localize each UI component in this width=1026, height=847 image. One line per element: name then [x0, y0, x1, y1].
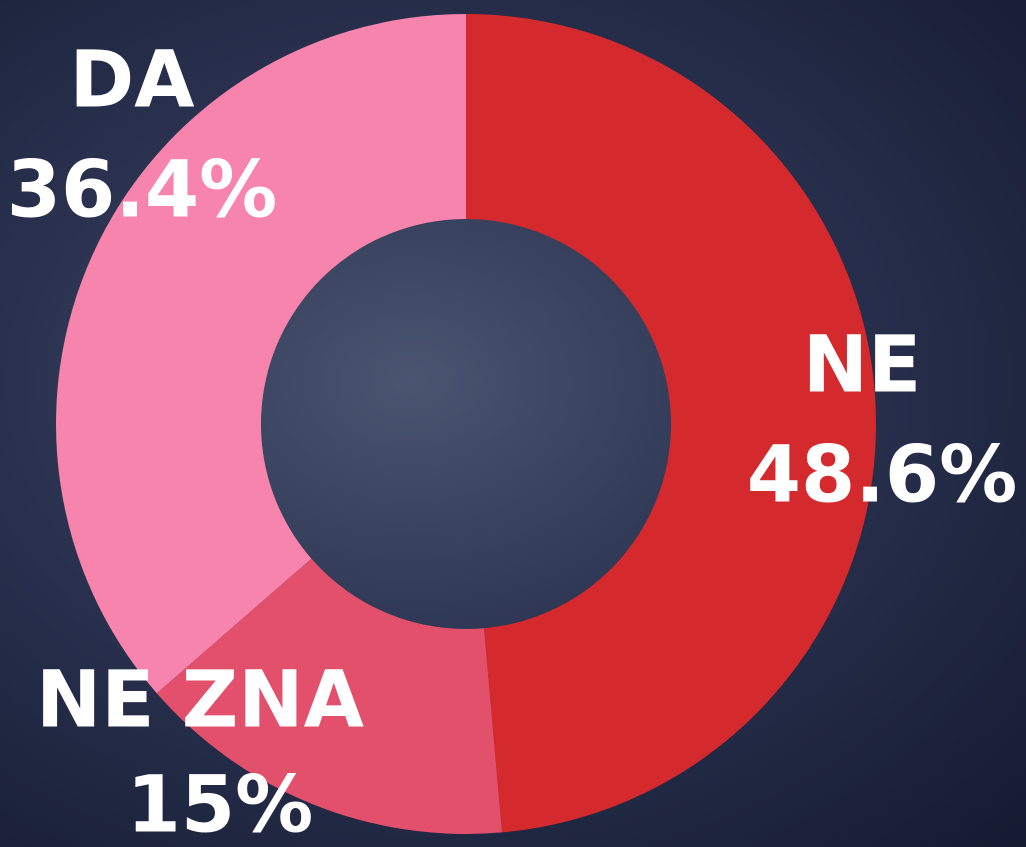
value-label: 48.6% [747, 430, 1018, 520]
donut-slice [466, 14, 877, 833]
slice-label: NE [803, 320, 922, 410]
donut-slice [56, 13, 467, 694]
slice-label: DA [69, 35, 194, 125]
donut-slice [156, 558, 503, 834]
value-label: 36.4% [7, 145, 278, 235]
value-label: 15% [127, 760, 314, 847]
slice-label: NE ZNA [36, 655, 364, 745]
